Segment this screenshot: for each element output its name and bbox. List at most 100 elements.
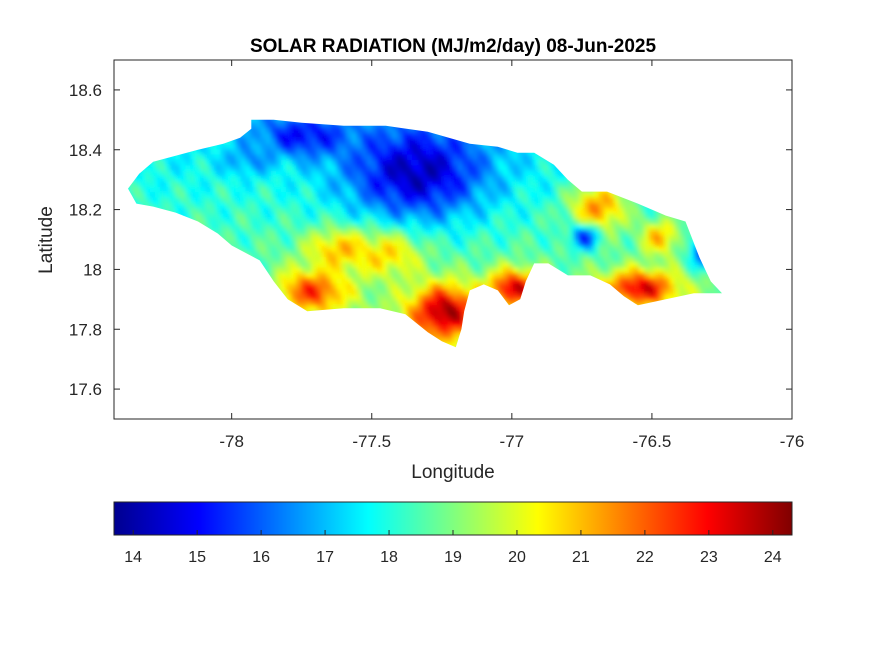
heatmap-cell xyxy=(644,234,650,241)
heatmap-cell xyxy=(296,218,302,225)
heatmap-cell xyxy=(487,180,494,187)
heatmap-cell xyxy=(669,218,675,225)
heatmap-cell xyxy=(291,229,297,236)
heatmap-cell xyxy=(457,229,464,236)
heatmap-cell xyxy=(553,191,559,198)
heatmap-cell xyxy=(397,299,403,306)
heatmap-cell xyxy=(452,310,458,317)
heatmap-cell xyxy=(634,202,640,209)
heatmap-cell xyxy=(386,234,393,241)
heatmap-cell xyxy=(381,153,388,160)
heatmap-cell xyxy=(366,127,373,133)
heatmap-cell xyxy=(477,245,484,252)
heatmap-cell xyxy=(397,137,403,144)
heatmap-cell xyxy=(386,164,393,171)
heatmap-cell xyxy=(351,250,358,257)
heatmap-cell xyxy=(644,213,650,220)
heatmap-cell xyxy=(457,218,464,225)
heatmap-cell xyxy=(513,223,519,230)
heatmap-cell xyxy=(331,304,337,311)
heatmap-cell xyxy=(331,234,337,241)
heatmap-cell xyxy=(482,272,489,279)
heatmap-cell xyxy=(608,213,615,220)
heatmap-cell xyxy=(250,132,257,139)
heatmap-cell xyxy=(250,159,257,166)
heatmap-cell xyxy=(502,202,509,209)
heatmap-cell xyxy=(528,234,534,241)
heatmap-cell xyxy=(331,256,337,263)
heatmap-cell xyxy=(639,207,645,214)
heatmap-cell xyxy=(296,213,302,220)
heatmap-cell xyxy=(523,223,529,230)
heatmap-cell xyxy=(447,240,453,247)
heatmap-cell xyxy=(427,283,433,290)
heatmap-cell xyxy=(432,229,438,236)
heatmap-cell xyxy=(291,202,297,209)
heatmap-cell xyxy=(397,197,403,203)
heatmap-cell xyxy=(210,197,216,203)
heatmap-cell xyxy=(407,256,413,263)
heatmap-cell xyxy=(412,148,418,155)
heatmap-cell xyxy=(366,250,373,257)
heatmap-cell xyxy=(386,229,393,236)
heatmap-cell xyxy=(306,304,312,311)
heatmap-cell xyxy=(205,218,211,225)
heatmap-cell xyxy=(533,229,539,236)
heatmap-cell xyxy=(296,186,302,193)
heatmap-cell xyxy=(623,250,630,257)
heatmap-cell xyxy=(386,245,393,252)
heatmap-cell xyxy=(371,191,378,198)
heatmap-cell xyxy=(210,180,216,187)
heatmap-cell xyxy=(598,202,605,209)
heatmap-cell xyxy=(442,293,448,300)
heatmap-cell xyxy=(492,256,499,263)
heatmap-cell xyxy=(644,245,650,252)
heatmap-cell xyxy=(270,148,277,155)
heatmap-cell xyxy=(215,153,221,160)
heatmap-cell xyxy=(518,267,524,273)
heatmap-cell xyxy=(407,148,413,155)
heatmap-cell xyxy=(613,272,620,279)
heatmap-cell xyxy=(316,175,322,182)
heatmap-cell xyxy=(497,159,504,166)
heatmap-cell xyxy=(437,132,443,139)
heatmap-cell xyxy=(281,197,287,203)
heatmap-cell xyxy=(397,293,403,300)
heatmap-cell xyxy=(497,180,504,187)
heatmap-cell xyxy=(225,164,232,171)
heatmap-cell xyxy=(386,191,393,198)
heatmap-cell xyxy=(275,137,282,144)
heatmap-cell xyxy=(255,256,262,263)
heatmap-cell xyxy=(568,234,574,241)
heatmap-cell xyxy=(608,240,615,247)
heatmap-cell xyxy=(634,223,640,230)
heatmap-cell xyxy=(528,213,534,220)
heatmap-cell xyxy=(270,202,277,209)
heatmap-cell xyxy=(397,277,403,284)
heatmap-cell xyxy=(366,148,373,155)
heatmap-cell xyxy=(487,202,494,209)
heatmap-cell xyxy=(417,240,423,247)
heatmap-cell xyxy=(170,164,176,171)
heatmap-cell xyxy=(361,170,368,177)
heatmap-cell xyxy=(245,164,252,171)
heatmap-cell xyxy=(518,153,524,160)
heatmap-cell xyxy=(477,180,484,187)
heatmap-cell xyxy=(235,240,242,247)
heatmap-cell xyxy=(402,175,408,182)
heatmap-cell xyxy=(316,143,322,150)
heatmap-cell xyxy=(618,223,625,230)
heatmap-cell xyxy=(356,218,363,225)
heatmap-cell xyxy=(180,191,186,198)
heatmap-cell xyxy=(341,207,348,214)
heatmap-cell xyxy=(477,277,484,284)
heatmap-cell xyxy=(528,153,534,160)
heatmap-cell xyxy=(442,326,448,333)
heatmap-cell xyxy=(639,218,645,225)
heatmap-cell xyxy=(538,213,544,220)
heatmap-cell xyxy=(563,202,569,209)
heatmap-cell xyxy=(356,240,363,247)
heatmap-cell xyxy=(270,143,277,150)
heatmap-cell xyxy=(316,229,322,236)
